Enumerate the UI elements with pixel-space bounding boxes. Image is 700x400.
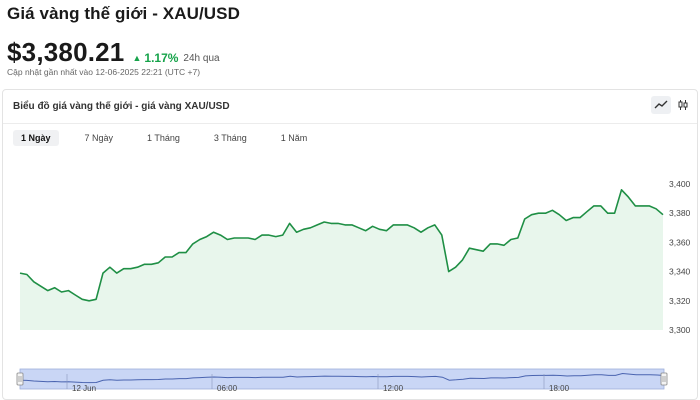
- tab-7-days[interactable]: 7 Ngày: [84, 133, 114, 143]
- y-tick-label: 3,300: [669, 325, 691, 335]
- line-chart-button[interactable]: [651, 96, 671, 114]
- chart-panel-title: Biểu đồ giá vàng thế giới - giá vàng XAU…: [13, 101, 230, 112]
- change-period: 24h qua: [183, 53, 220, 64]
- y-tick-label: 3,340: [669, 267, 691, 277]
- chart-view-toggle: [651, 96, 693, 114]
- y-tick-label: 3,400: [669, 179, 691, 189]
- navigator-label: 12 Jun: [72, 384, 96, 393]
- range-navigator[interactable]: 12 Jun 06:00 12:00 18:00: [16, 368, 668, 393]
- navigator-label: 18:00: [549, 384, 570, 393]
- range-tabs: 1 Ngày 7 Ngày 1 Tháng 3 Tháng 1 Năm: [13, 130, 315, 146]
- page-title: Giá vàng thế giới - XAU/USD: [7, 4, 240, 23]
- tab-1-day[interactable]: 1 Ngày: [13, 130, 59, 146]
- navigator-left-handle[interactable]: [16, 372, 24, 386]
- navigator-line: [19, 372, 665, 384]
- y-axis: 3,300 3,320 3,340 3,360 3,380 3,400: [669, 179, 691, 335]
- price-area: [20, 189, 663, 330]
- y-tick-label: 3,380: [669, 208, 691, 218]
- arrow-up-icon: ▲: [132, 53, 142, 63]
- tab-1-month[interactable]: 1 Tháng: [147, 133, 180, 143]
- tab-1-year[interactable]: 1 Năm: [280, 133, 308, 143]
- price-row: $3,380.21 ▲ 1.17% 24h qua: [7, 37, 220, 68]
- y-tick-label: 3,320: [669, 296, 691, 306]
- navigator-right-handle[interactable]: [660, 372, 668, 386]
- price-change: ▲ 1.17%: [132, 51, 178, 65]
- candlestick-icon: [678, 100, 688, 110]
- navigator-label: 12:00: [383, 384, 404, 393]
- change-percent: 1.17%: [144, 51, 179, 65]
- tab-3-months[interactable]: 3 Tháng: [213, 133, 247, 143]
- last-updated: Cập nhật gần nhất vào 12-06-2025 22:21 (…: [7, 67, 201, 77]
- navigator-label: 06:00: [217, 384, 238, 393]
- line-chart-icon: [654, 100, 668, 109]
- current-price: $3,380.21: [7, 37, 125, 67]
- price-line: [19, 189, 664, 302]
- candlestick-button[interactable]: [673, 96, 693, 114]
- y-tick-label: 3,360: [669, 237, 691, 247]
- panel-divider: [3, 123, 697, 124]
